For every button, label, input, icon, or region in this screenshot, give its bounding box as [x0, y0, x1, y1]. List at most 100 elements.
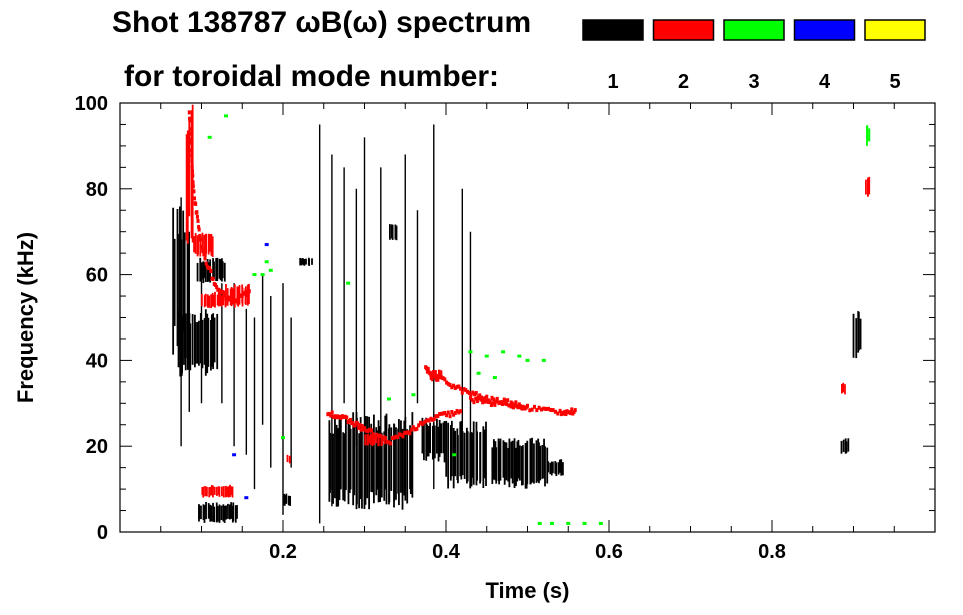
mode-2-curve-point: [532, 404, 536, 409]
legend-mode-number: 1: [607, 71, 618, 93]
mode-2-curve-point: [202, 252, 206, 257]
mode-2-curve-point: [478, 393, 482, 398]
mode-2-curve-point: [394, 434, 398, 439]
y-tick-label: 100: [75, 93, 108, 115]
mode-2-curve-point: [189, 137, 193, 142]
mode-2-curve-point: [498, 400, 502, 405]
mode-2-curve-point: [201, 248, 205, 253]
mode-2-curve-point: [231, 295, 235, 300]
mode-2-curve-point: [436, 377, 440, 382]
mode-2-curve-point: [397, 432, 401, 437]
mode-2-curve-point: [502, 397, 506, 402]
mode-2-curve-point: [443, 411, 447, 416]
mode-2-curve-point: [390, 436, 394, 441]
mode-3-point: [264, 260, 269, 264]
mode-2-curve-point: [191, 184, 195, 189]
mode-2-curve-point: [358, 423, 362, 428]
mode-2-curve-point: [467, 390, 471, 395]
mode-2-curve-point: [450, 385, 454, 390]
mode-2-curve-point: [488, 400, 492, 405]
mode-2-curve-point: [438, 412, 442, 417]
mode-2-curve-point: [542, 406, 546, 411]
mode-2-curve-point: [190, 153, 194, 158]
mode-2-curve-point: [439, 411, 443, 416]
mode-2-curve-point: [453, 411, 457, 416]
mode-2-curve-point: [459, 409, 463, 414]
mode-2-curve-point: [475, 399, 479, 404]
mode-2-curve-point: [366, 429, 370, 434]
mode-2-curve-point: [431, 417, 435, 422]
mode-2-curve-point: [519, 404, 523, 409]
mode-3-point: [492, 376, 497, 380]
mode-2-curve-point: [455, 384, 459, 389]
mode-2-curve-point: [356, 421, 360, 426]
mode-2-curve-point: [401, 434, 405, 439]
x-tick-label: 0.2: [269, 541, 297, 563]
legend-mode-number: 4: [819, 71, 831, 93]
mode-3-point: [281, 436, 285, 440]
mode-2-curve-point: [353, 423, 357, 428]
mode-2-curve-point: [457, 384, 461, 389]
mode-2-curve-point: [470, 397, 474, 402]
mode-2-curve-point: [244, 289, 248, 294]
legend-swatch-mode-4: [793, 19, 856, 41]
mode-2-curve-point: [431, 372, 435, 377]
mode-2-curve-point: [491, 401, 495, 406]
mode-2-curve-point: [408, 431, 412, 436]
mode-2-curve-point: [425, 418, 429, 423]
mode-2-curve-point: [188, 131, 192, 136]
mode-2-curve-point: [195, 210, 199, 215]
mode-2-curve-point: [477, 396, 481, 401]
mode-3-point: [252, 273, 257, 277]
mode-3-point: [386, 397, 391, 401]
mode-2-curve-point: [189, 148, 193, 153]
mode-2-curve-point: [420, 422, 424, 427]
mode-2-curve-point: [489, 403, 493, 408]
mode-2-curve-point: [240, 293, 244, 298]
mode-2-curve-point: [490, 395, 494, 400]
legend-swatch-mode-2: [652, 19, 715, 41]
mode-2-curve-point: [399, 432, 403, 437]
mode-2-curve-point: [485, 394, 489, 399]
mode-2-curve-point: [452, 412, 456, 417]
mode-3-point: [411, 393, 416, 397]
mode-2-curve-point: [376, 433, 380, 438]
mode-2-curve-point: [369, 428, 373, 433]
mode-2-curve-point: [382, 436, 386, 441]
mode-2-curve-point: [462, 387, 466, 392]
mode-2-curve-point: [493, 402, 497, 407]
mode-2-curve-point: [471, 390, 475, 395]
mode-2-curve-point: [385, 439, 389, 444]
mode-2-curve-point: [459, 386, 463, 391]
mode-2-curve-point: [493, 399, 497, 404]
legend-mode-number: 3: [748, 71, 759, 93]
mode-3-point: [525, 358, 530, 362]
mode-2-curve-point: [195, 214, 199, 219]
mode-2-curve-point: [509, 404, 513, 409]
mode-2-curve-point: [418, 420, 422, 425]
mode-2-curve-point: [194, 201, 198, 206]
mode-2-curve-point: [396, 435, 400, 440]
mode-4-point: [264, 243, 269, 247]
y-tick-label: 0: [97, 522, 108, 544]
mode-2-curve-point: [191, 173, 195, 178]
mode-2-curve-point: [473, 392, 477, 397]
mode-2-curve-point: [435, 374, 439, 379]
mode-2-curve-point: [441, 411, 445, 416]
x-tick-label: 0.4: [432, 541, 461, 563]
mode-2-curve-point: [190, 164, 194, 169]
mode-2-curve-point: [329, 413, 333, 418]
mode-2-curve-point: [208, 266, 212, 271]
mode-4-point: [244, 496, 249, 500]
mode-2-curve-point: [492, 397, 496, 402]
chart-subtitle: for toroidal mode number:: [124, 60, 499, 93]
mode-2-curve-point: [413, 427, 417, 432]
mode-2-curve-point: [380, 437, 384, 442]
mode-2-curve-point: [230, 298, 234, 303]
mode-2-curve-point: [483, 396, 487, 401]
mode-2-curve-point: [190, 158, 194, 163]
mode-2-curve-point: [514, 401, 518, 406]
mode-3-point: [223, 114, 228, 118]
x-axis: 0.2 0.4 0.6 0.8: [160, 103, 895, 563]
